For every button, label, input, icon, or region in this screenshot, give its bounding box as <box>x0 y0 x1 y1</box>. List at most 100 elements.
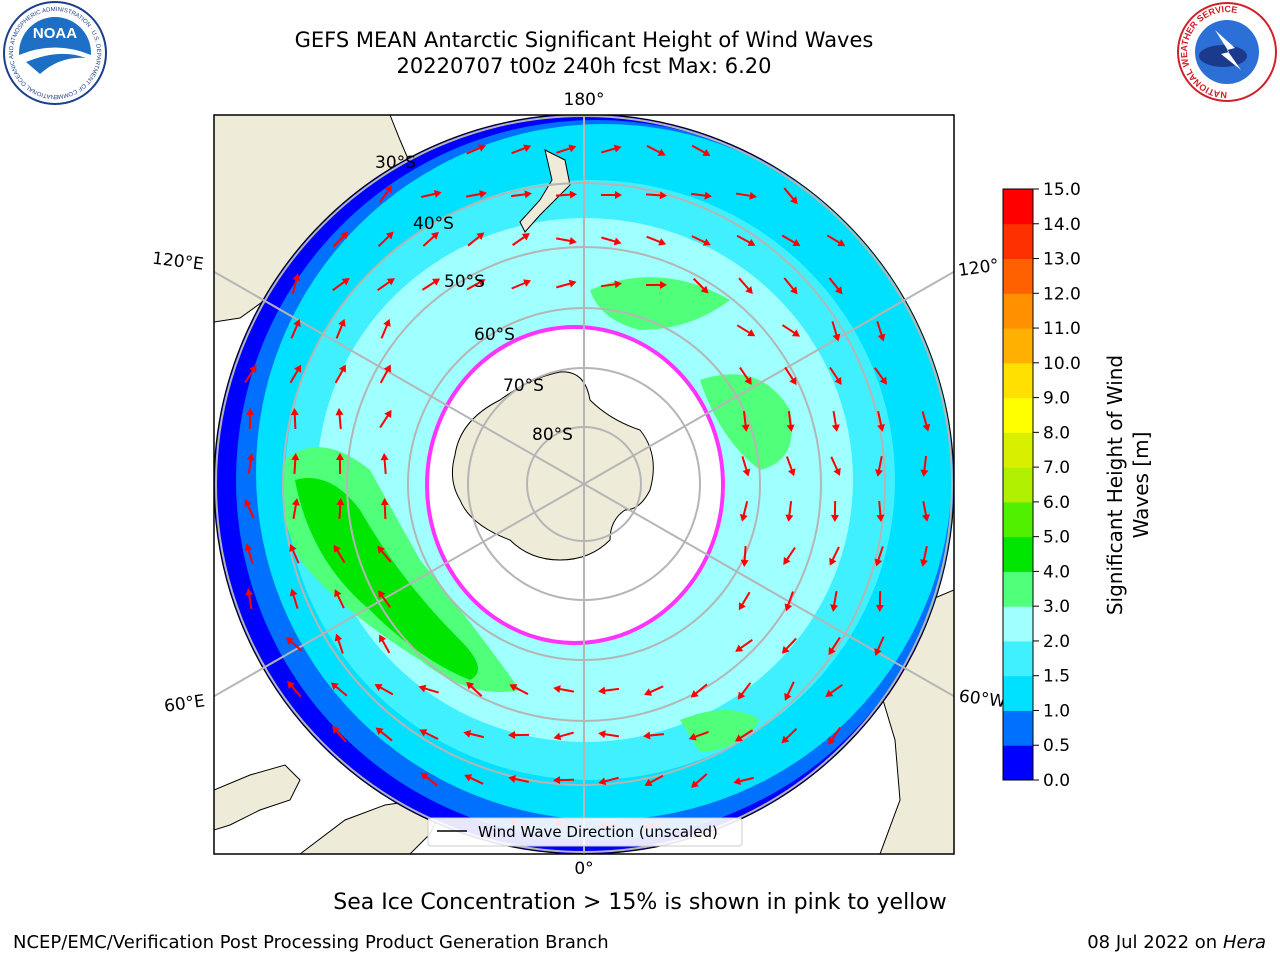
lon-label-60e: 60°E <box>163 691 206 716</box>
lat-label-80s: 80°S <box>532 425 573 445</box>
colorbar-tick-label: 2.0 <box>1043 632 1070 652</box>
wave-direction-arrow-head <box>876 514 885 522</box>
wave-direction-arrow-head <box>879 376 887 385</box>
wave-direction-arrow-head <box>246 408 255 416</box>
wave-direction-arrow-head <box>466 681 475 690</box>
wave-direction-arrow-head <box>735 644 744 652</box>
wave-direction-arrow-head <box>289 544 297 553</box>
wave-direction-arrow-head <box>333 544 341 553</box>
colorbar-segment <box>1003 293 1033 329</box>
wave-direction-arrow-head <box>290 408 299 416</box>
wave-direction-arrow-head <box>569 190 577 199</box>
wave-direction-arrow-head <box>383 318 391 327</box>
wave-direction-arrow-head <box>740 559 749 567</box>
wave-direction-arrow-head <box>791 329 801 337</box>
colorbar-segment <box>1003 675 1033 711</box>
colorbar-segment <box>1003 432 1033 468</box>
wave-direction-arrow-head <box>787 468 796 477</box>
lat-label-40s: 40°S <box>413 214 454 234</box>
colorbar-tick-label: 3.0 <box>1043 597 1070 617</box>
wave-direction-arrow-head <box>613 144 622 153</box>
map-legend: Wind Wave Direction (unscaled) <box>427 817 743 847</box>
wave-direction-arrow-head <box>246 453 255 461</box>
wave-direction-arrow-head <box>420 772 429 781</box>
africa-land <box>214 764 301 831</box>
wave-direction-arrow-head <box>386 278 395 286</box>
map-area: 30°S 40°S 50°S 60°S 70°S 80°S Wind Wave … <box>214 115 954 854</box>
wave-direction-arrow-head <box>790 286 798 295</box>
ice-note: Sea Ice Concentration > 15% is shown in … <box>333 890 947 915</box>
wave-direction-arrow-head <box>921 514 930 522</box>
wave-direction-arrow-head <box>375 727 384 736</box>
footer-host: Hera <box>1222 932 1266 953</box>
wave-direction-arrow-head <box>829 557 837 566</box>
wave-direction-arrow-head <box>830 604 839 612</box>
colorbar-segment <box>1003 362 1033 399</box>
wave-direction-arrow-head <box>379 634 387 643</box>
wave-direction-arrow-head <box>598 777 607 786</box>
wave-direction-arrow-head <box>385 231 394 240</box>
wave-direction-arrow-head <box>335 453 344 461</box>
wave-direction-arrow-head <box>598 686 606 695</box>
colorbar-tick-label: 1.0 <box>1043 701 1070 721</box>
wave-direction-arrow-head <box>834 286 843 295</box>
wave-direction-arrow-head <box>831 424 840 432</box>
wave-direction-arrow-head <box>569 236 577 245</box>
colorbar-segment <box>1003 467 1033 503</box>
wave-direction-arrow-head <box>742 468 751 477</box>
wave-direction-arrow-head <box>431 231 439 240</box>
wave-direction-arrow-head <box>383 364 391 373</box>
wave-direction-arrow-head <box>384 185 392 194</box>
colorbar-tick-label: 8.0 <box>1043 423 1070 443</box>
wave-direction-arrow-head <box>700 285 709 294</box>
noaa-logo-text: NOAA <box>33 25 77 42</box>
colorbar-tick-label: 1.5 <box>1043 667 1070 687</box>
wave-direction-arrow-head <box>464 774 473 782</box>
noaa-logo: NOAA NATIONAL OCEANIC AND ATMOSPHERIC AD… <box>0 0 107 105</box>
wave-direction-arrow-head <box>553 685 561 694</box>
wave-direction-arrow-head <box>784 692 792 701</box>
wave-direction-arrow-head <box>332 725 340 734</box>
wave-direction-arrow-head <box>825 689 834 697</box>
wave-direction-arrow-head <box>244 543 253 552</box>
wave-direction-arrow-head <box>828 647 836 656</box>
lon-label-bottom: 0° <box>574 859 593 879</box>
wave-direction-arrow-head <box>294 364 302 373</box>
colorbar-tick-label: 12.0 <box>1043 284 1081 304</box>
wave-direction-arrow-head <box>380 453 389 461</box>
lon-label-120w: 120° <box>957 255 1000 281</box>
wave-direction-arrow-head <box>658 238 667 246</box>
wave-direction-arrow-head <box>523 144 532 152</box>
wave-direction-arrow-head <box>747 329 756 337</box>
colorbar-segment <box>1003 501 1033 538</box>
colorbar-segment <box>1003 189 1033 225</box>
wave-direction-arrow-head <box>643 731 651 740</box>
wave-direction-arrow-head <box>338 364 346 373</box>
wave-direction-arrow-head <box>704 191 712 200</box>
wave-direction-arrow-head <box>741 424 750 432</box>
wave-direction-arrow-head <box>291 453 300 461</box>
wave-direction-arrow-head <box>614 280 622 289</box>
wave-direction-arrow-head <box>479 190 487 199</box>
wave-direction-arrow-head <box>476 232 485 240</box>
wave-direction-arrow-head <box>614 191 622 200</box>
wave-direction-arrow-head <box>644 778 653 786</box>
wave-direction-arrow-head <box>377 545 385 554</box>
wave-direction-arrow-head <box>433 189 442 198</box>
wind-wave-arrows <box>244 144 931 830</box>
wave-direction-arrow-head <box>341 277 350 286</box>
wave-direction-arrow-head <box>875 469 883 477</box>
colorbar-segment <box>1003 571 1033 607</box>
wave-direction-arrow-head <box>874 647 882 657</box>
colorbar-tick-label: 7.0 <box>1043 458 1070 478</box>
lon-label-top: 180° <box>564 90 605 110</box>
wave-direction-arrow-head <box>380 498 389 506</box>
wave-direction-arrow-head <box>285 637 294 645</box>
colorbar-ticks: 0.0 0.5 1.0 1.5 2.0 3.0 4.0 5.0 6.0 7.0 8.0 9.0 10.0… <box>1033 180 1081 791</box>
wave-direction-arrow-head <box>293 318 301 327</box>
wave-direction-arrow-head <box>598 730 606 739</box>
lat-label-70s: 70°S <box>503 376 544 396</box>
colorbar-tick-label: 13.0 <box>1043 250 1081 270</box>
colorbar-tick-label: 15.0 <box>1043 180 1081 200</box>
